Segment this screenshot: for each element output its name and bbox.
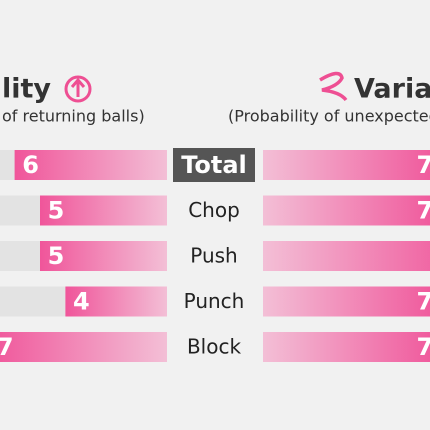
category-label: Block (187, 335, 242, 359)
left-subtitle: of returning balls) (2, 107, 145, 126)
value-label: 5 (48, 197, 65, 225)
value-label: 7 (416, 197, 430, 225)
bar (40, 241, 167, 271)
variation-icon (319, 71, 348, 102)
bar (14, 150, 167, 180)
value-label: 7 (416, 333, 430, 361)
bar (263, 195, 430, 226)
stability-icon (64, 75, 92, 103)
value-label: 7 (0, 333, 14, 361)
category-label: Total (181, 151, 247, 179)
right-title: Varia (354, 74, 430, 105)
left-title: lity (2, 74, 51, 105)
value-label: 6 (22, 151, 39, 179)
right-subtitle: (Probability of unexpected (228, 107, 430, 126)
category-label: Punch (184, 289, 245, 313)
bar (0, 332, 168, 362)
bar (263, 150, 430, 180)
bar (263, 286, 430, 317)
category-label: Chop (188, 198, 240, 222)
bar (263, 332, 430, 362)
value-label: 7 (416, 288, 430, 316)
bar (65, 286, 167, 317)
bar (40, 195, 167, 226)
category-box (173, 148, 255, 182)
value-label: 5 (48, 242, 65, 270)
value-label: 4 (73, 288, 90, 316)
bar (263, 241, 430, 271)
value-label: 7 (416, 151, 430, 179)
category-label: Push (190, 244, 237, 268)
